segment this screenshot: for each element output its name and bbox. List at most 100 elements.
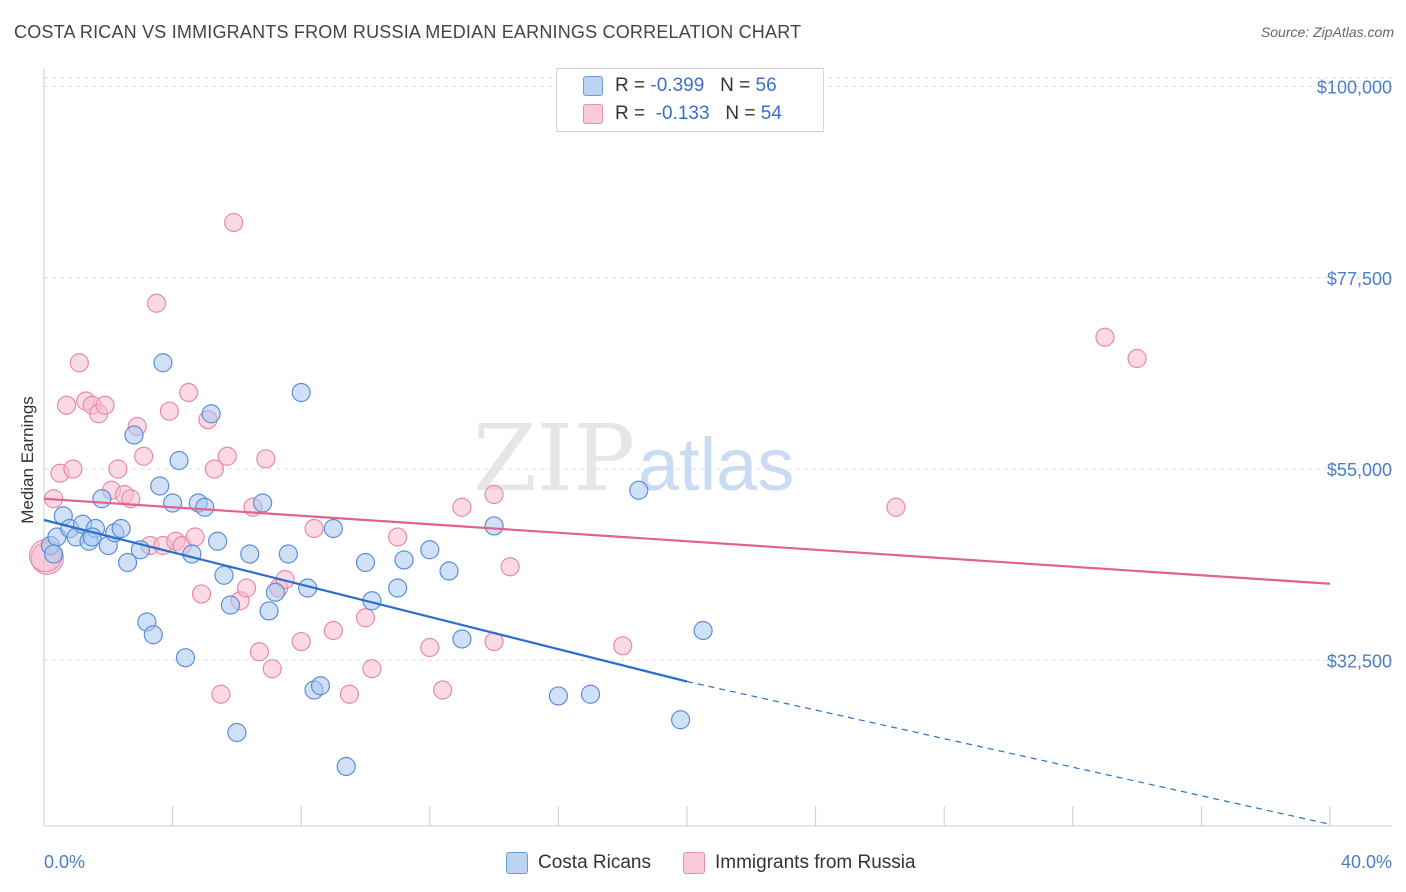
r-label: R = [615, 103, 646, 124]
costa-rican-point [195, 497, 215, 517]
costa-rican-point [92, 489, 112, 509]
russia-point [63, 459, 83, 479]
costa-rican-point [323, 518, 343, 539]
costa-rican-point [265, 582, 286, 602]
russia-point [420, 637, 440, 658]
watermark-atlas: atlas [638, 423, 794, 506]
blue-swatch [583, 76, 603, 96]
costa-rican-point [175, 648, 196, 668]
costa-rican-point [150, 476, 170, 496]
x-tick-label: 40.0% [1341, 852, 1392, 872]
costa-rican-point [355, 552, 376, 573]
costa-rican-trend-extension [686, 680, 1331, 825]
costa-rican-point [117, 552, 138, 573]
pink-swatch [583, 104, 603, 124]
r-label: R = [615, 75, 646, 96]
costa-rican-point [336, 756, 356, 777]
legend-row-russia: R = -0.133 N = 54 [583, 102, 782, 126]
r-value: -0.133 [655, 103, 710, 124]
costa-rican-point [208, 531, 228, 551]
blue-swatch [506, 852, 528, 874]
stats-legend: R = -0.399 N = 56 R = -0.133 N = 54 [556, 68, 824, 132]
russia-point [388, 527, 408, 547]
axes [43, 68, 1392, 827]
costa-rican-point [214, 565, 234, 585]
legend-label: Immigrants from Russia [715, 852, 916, 873]
russia-point [304, 518, 324, 539]
x-tick-label: 0.0% [44, 852, 85, 872]
costa-rican-point [420, 540, 440, 560]
russia-point [224, 212, 244, 233]
costa-rican-point [153, 353, 173, 373]
legend-label: Costa Ricans [538, 852, 651, 873]
costa-rican-point [439, 561, 459, 581]
n-value: 54 [760, 103, 782, 124]
russia-point [217, 446, 237, 466]
russia-point [433, 680, 453, 700]
russia-point [452, 497, 472, 517]
costa-rican-point [278, 544, 298, 564]
russia-point [146, 293, 167, 313]
russia-point [256, 449, 276, 469]
pink-swatch [683, 852, 705, 874]
costa-rican-point [388, 578, 408, 598]
gridlines [44, 77, 1392, 661]
costa-rican-point [452, 629, 472, 649]
costa-rican-point [111, 518, 131, 539]
costa-rican-point [548, 686, 569, 706]
y-tick-label: $32,500 [1327, 651, 1392, 671]
costa-rican-point [44, 544, 64, 564]
russia-point [484, 484, 504, 505]
costa-rican-point [670, 710, 691, 730]
trend-lines [43, 497, 1331, 825]
russia-point [204, 459, 224, 479]
n-value: 56 [755, 75, 777, 96]
russia-point [886, 497, 906, 517]
costa-rican-point [163, 493, 183, 513]
costa-rican-point [220, 595, 241, 615]
costa-rican-point [143, 625, 163, 645]
costa-rican-point [580, 684, 601, 704]
costa-rican-point [291, 382, 311, 403]
russia-point [339, 684, 360, 704]
costa-rican-point [394, 550, 414, 570]
costa-rican-point [484, 516, 504, 536]
costa-rican-point [182, 544, 202, 564]
y-tick-label: $55,000 [1327, 460, 1392, 480]
source-label: Source: ZipAtlas.com [1260, 24, 1394, 40]
russia-point [134, 446, 154, 466]
russia-point [56, 395, 77, 415]
series-legend: Costa Ricans Immigrants from Russia [506, 852, 948, 874]
russia-point [69, 353, 89, 373]
legend-item-costa-ricans: Costa Ricans [506, 852, 651, 874]
costa-rican-point [124, 425, 144, 445]
legend-row-costa-ricans: R = -0.399 N = 56 [583, 74, 777, 98]
russia-point [108, 459, 128, 479]
costa-rican-point [310, 676, 331, 696]
legend-item-russia: Immigrants from Russia [683, 852, 916, 874]
russia-point [1127, 348, 1147, 369]
costa-rican-point [693, 620, 713, 641]
russia-point [211, 684, 231, 704]
costa-rican-point [253, 493, 273, 513]
n-label: N = [720, 75, 751, 96]
n-label: N = [725, 103, 756, 124]
watermark: ZIP atlas [473, 405, 794, 512]
russia-trend-line [43, 497, 1331, 585]
tick-labels: $32,500 $55,000 $77,500 $100,000 0.0% 40.0% [44, 78, 1392, 873]
russia-point [179, 382, 199, 403]
costa-rican-point [201, 404, 221, 424]
costa-rican-trend-line [43, 518, 688, 683]
chart-title: COSTA RICAN VS IMMIGRANTS FROM RUSSIA ME… [14, 22, 802, 42]
russia-point [1095, 327, 1115, 347]
russia-point [291, 631, 311, 652]
russia-point [500, 557, 520, 577]
russia-point [159, 401, 179, 421]
y-tick-label: $100,000 [1317, 78, 1392, 98]
russia-point [236, 578, 257, 598]
y-tick-label: $77,500 [1327, 269, 1392, 289]
russia-point [95, 395, 115, 415]
costa-rican-point [169, 450, 189, 471]
costa-rican-point [240, 544, 260, 564]
